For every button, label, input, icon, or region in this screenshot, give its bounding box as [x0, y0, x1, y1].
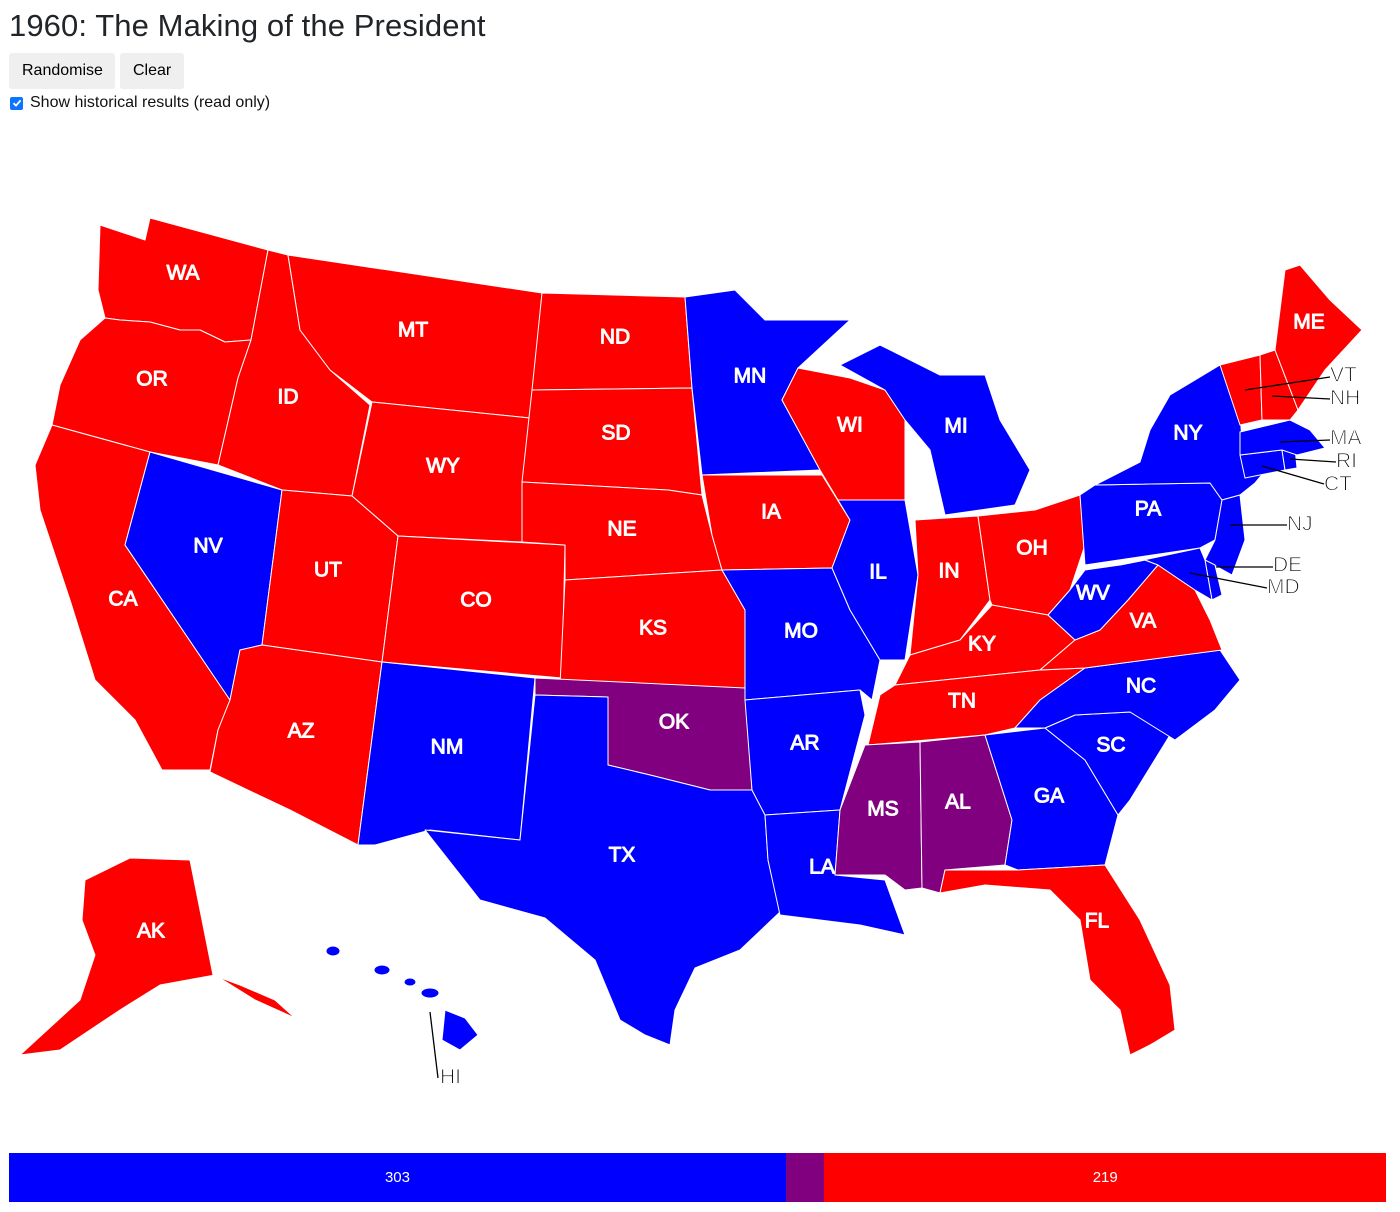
label-TN: TN — [948, 690, 976, 713]
label-TX: TX — [609, 844, 636, 867]
label-IL: IL — [869, 561, 887, 584]
state-AZ[interactable] — [209, 644, 383, 846]
label-VA: VA — [1130, 610, 1156, 633]
label-AR: AR — [790, 732, 819, 755]
label-KS: KS — [639, 617, 667, 640]
label-HI: HI — [440, 1066, 461, 1089]
label-NH: NH — [1330, 387, 1360, 410]
label-MO: MO — [784, 620, 818, 643]
state-FL[interactable] — [939, 864, 1176, 1056]
label-ME: ME — [1293, 311, 1325, 334]
label-ND: ND — [600, 326, 630, 349]
label-OH: OH — [1016, 537, 1048, 560]
label-WV: WV — [1076, 582, 1110, 605]
state-MD[interactable] — [1119, 547, 1213, 601]
label-CT: CT — [1324, 473, 1352, 496]
label-DE: DE — [1273, 554, 1302, 577]
historical-results-checkbox[interactable] — [10, 96, 23, 110]
state-IL[interactable] — [831, 499, 919, 661]
checkmark-icon — [12, 99, 21, 107]
tally-dem-segment: 303 — [9, 1153, 786, 1202]
label-IN: IN — [939, 560, 960, 583]
state-NJ[interactable] — [1204, 494, 1246, 576]
label-SC: SC — [1096, 734, 1125, 757]
label-NJ: NJ — [1287, 513, 1313, 536]
label-OR: OR — [136, 368, 168, 391]
label-VT: VT — [1330, 364, 1357, 387]
label-PA: PA — [1135, 498, 1161, 521]
label-GA: GA — [1034, 785, 1064, 808]
label-AZ: AZ — [288, 720, 315, 743]
label-UT: UT — [314, 559, 342, 582]
label-NM: NM — [431, 736, 464, 759]
label-MT: MT — [398, 319, 428, 342]
state-labels: WA OR CA NV ID MT WY UT AZ CO NM ND SD N… — [108, 261, 1362, 1089]
label-WA: WA — [166, 262, 199, 285]
tally-unpledged-segment — [785, 1153, 825, 1202]
label-ID: ID — [278, 386, 299, 409]
label-SD: SD — [601, 422, 630, 445]
historical-results-toggle[interactable]: Show historical results (read only) — [9, 93, 270, 113]
state-AK[interactable] — [19, 857, 296, 1056]
leader-lines — [429, 376, 1337, 1079]
label-AK: AK — [137, 920, 165, 943]
tally-rep-segment: 219 — [824, 1153, 1386, 1202]
label-CA: CA — [108, 588, 137, 611]
state-TX[interactable] — [424, 694, 781, 1046]
label-KY: KY — [968, 633, 996, 656]
tally-rep-votes: 219 — [1092, 1169, 1118, 1186]
electoral-vote-tally-bar: 303 219 — [9, 1153, 1386, 1202]
state-NC[interactable] — [1014, 649, 1241, 741]
label-AL: AL — [945, 791, 971, 814]
label-RI: RI — [1336, 450, 1357, 473]
state-MI[interactable] — [839, 344, 1031, 516]
label-CO: CO — [460, 589, 492, 612]
label-MS: MS — [867, 798, 899, 821]
label-MD: MD — [1267, 576, 1300, 599]
label-LA: LA — [809, 856, 835, 879]
state-HI[interactable] — [325, 945, 479, 1051]
label-WY: WY — [426, 455, 460, 478]
label-NV: NV — [193, 535, 222, 558]
label-OK: OK — [659, 711, 689, 734]
state-ME[interactable] — [1274, 264, 1363, 411]
state-MA[interactable] — [1239, 419, 1326, 456]
label-NY: NY — [1173, 422, 1202, 445]
label-MI: MI — [944, 415, 967, 438]
label-NE: NE — [607, 518, 636, 541]
label-MN: MN — [734, 365, 767, 388]
label-FL: FL — [1085, 910, 1110, 933]
label-WI: WI — [837, 414, 863, 437]
historical-results-label: Show historical results (read only) — [30, 94, 271, 111]
page-title: 1960: The Making of the President — [9, 8, 486, 43]
clear-button[interactable]: Clear — [120, 53, 184, 89]
tally-dem-votes: 303 — [384, 1169, 410, 1186]
randomise-button[interactable]: Randomise — [9, 53, 115, 89]
label-IA: IA — [761, 501, 781, 524]
label-MA: MA — [1330, 427, 1362, 450]
label-NC: NC — [1126, 675, 1156, 698]
